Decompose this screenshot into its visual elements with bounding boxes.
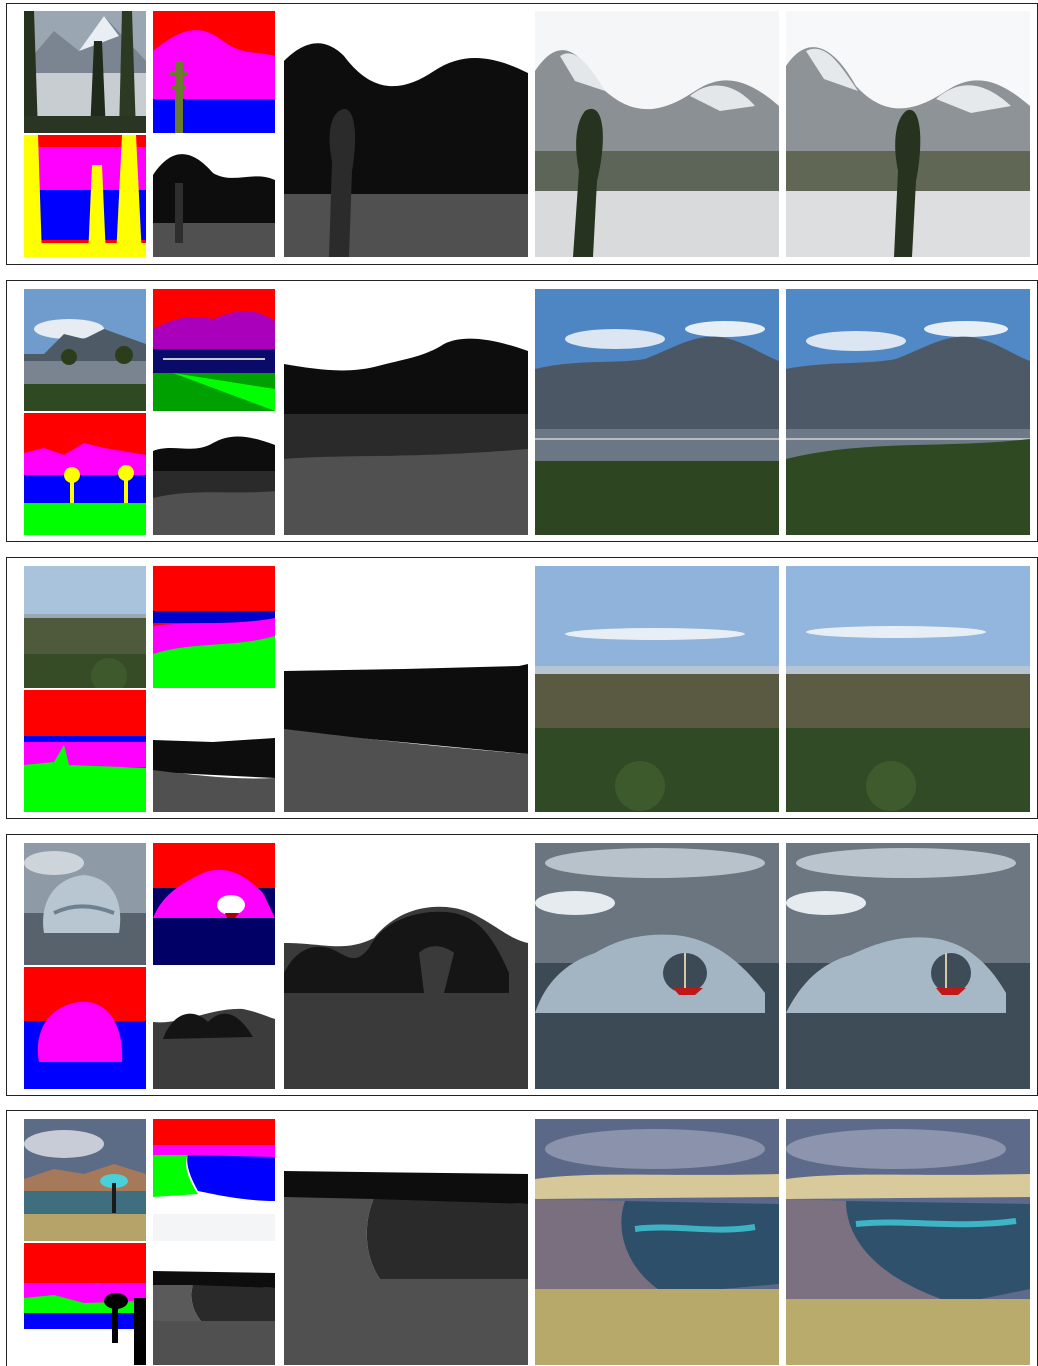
result-photo-b [786, 289, 1030, 535]
target-depth-small [153, 1243, 275, 1365]
result-photo-a [535, 289, 779, 535]
figure-row-1 [6, 3, 1038, 265]
figure-row-5 [6, 1110, 1038, 1366]
source-segmentation [24, 967, 146, 1089]
result-photo-b [786, 11, 1030, 257]
source-segmentation [24, 690, 146, 812]
target-segmentation [153, 11, 275, 133]
result-photo-a [535, 11, 779, 257]
source-segmentation [24, 135, 146, 257]
figure-row-4 [6, 834, 1038, 1096]
result-photo-b [786, 843, 1030, 1089]
target-depth-large [284, 289, 528, 535]
source-photo [24, 566, 146, 688]
source-segmentation [24, 413, 146, 535]
target-segmentation [153, 566, 275, 688]
target-depth-small [153, 690, 275, 812]
target-depth-large [284, 1119, 528, 1365]
result-photo-b [786, 566, 1030, 812]
target-depth-small [153, 413, 275, 535]
target-depth-small [153, 135, 275, 257]
source-segmentation [24, 1243, 146, 1365]
figure-row-3 [6, 557, 1038, 819]
source-photo [24, 11, 146, 133]
target-segmentation [153, 843, 275, 965]
result-photo-a [535, 843, 779, 1089]
source-photo [24, 1119, 146, 1241]
result-photo-a [535, 1119, 779, 1365]
target-depth-small [153, 967, 275, 1089]
figure-row-2 [6, 280, 1038, 542]
result-photo-a [535, 566, 779, 812]
target-depth-large [284, 566, 528, 812]
target-depth-large [284, 843, 528, 1089]
source-photo [24, 843, 146, 965]
target-segmentation [153, 289, 275, 411]
result-photo-b [786, 1119, 1030, 1365]
target-depth-large [284, 11, 528, 257]
target-segmentation [153, 1119, 275, 1241]
source-photo [24, 289, 146, 411]
